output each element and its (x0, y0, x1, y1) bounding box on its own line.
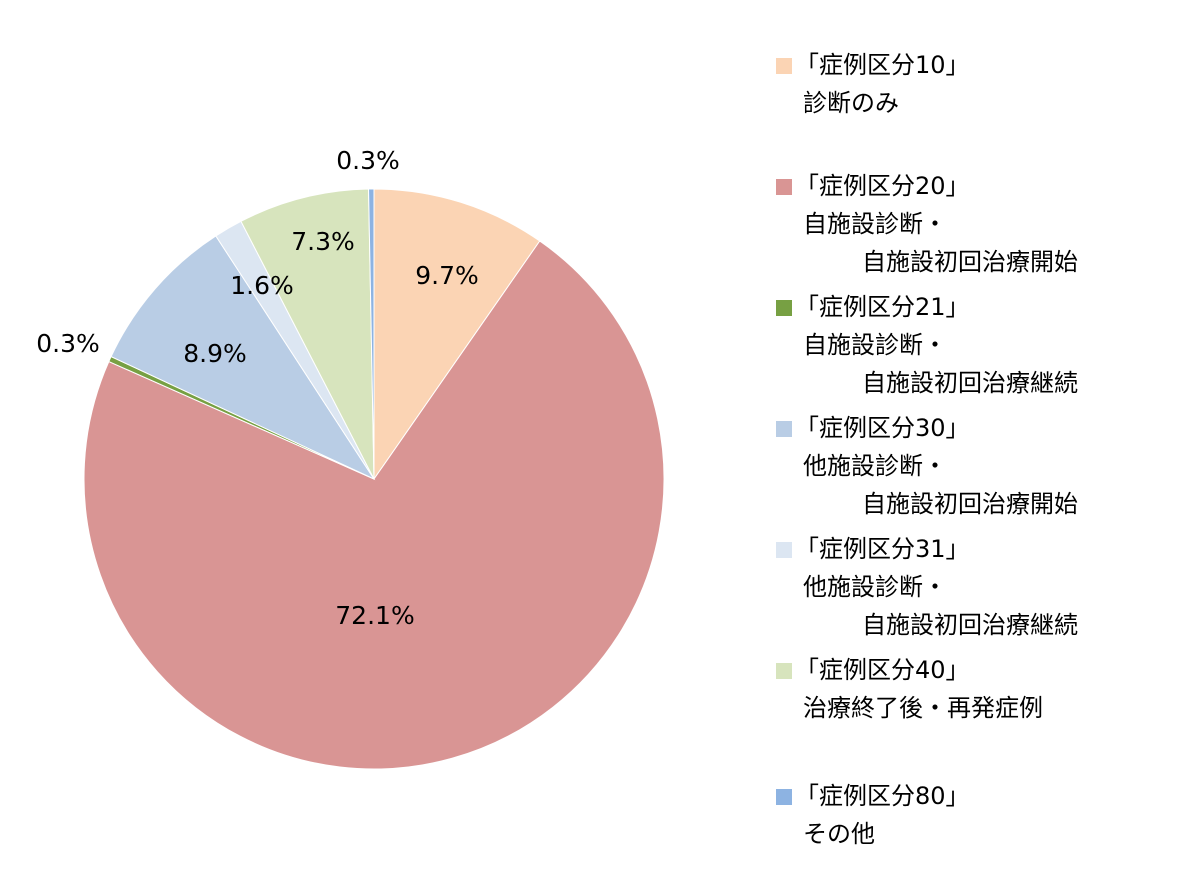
data-label: 8.9% (183, 339, 247, 368)
legend-swatch (776, 663, 792, 679)
legend-label: 自施設初回治療開始 (862, 248, 1078, 276)
legend-label: 「症例区分30」 (795, 414, 970, 442)
legend-label: 他施設診断・ (803, 452, 947, 480)
legend-label: 自施設診断・ (803, 210, 947, 238)
pie-slice (373, 188, 541, 481)
legend-swatch (776, 58, 792, 74)
legend-swatch (776, 789, 792, 805)
legend-label: 「症例区分21」 (795, 293, 970, 321)
data-label: 7.3% (291, 227, 355, 256)
pie-slice (110, 235, 376, 481)
legend-swatch (776, 542, 792, 558)
data-label: 9.7% (415, 261, 479, 290)
legend-label: 他施設診断・ (803, 573, 947, 601)
legend-label: 自施設初回治療継続 (862, 611, 1078, 639)
legend-swatch (776, 179, 792, 195)
legend-label: 自施設初回治療継続 (862, 369, 1078, 397)
legend-label: 自施設診断・ (803, 331, 947, 359)
data-label: 1.6% (230, 271, 294, 300)
legend-label: 治療終了後・再発症例 (803, 694, 1043, 722)
legend-swatch (776, 300, 792, 316)
pie-slice (368, 188, 375, 480)
pie-slice (83, 240, 665, 770)
legend-label: その他 (803, 820, 875, 848)
legend-label: 「症例区分10」 (795, 51, 970, 79)
pie-slice (240, 188, 375, 480)
legend-label: 「症例区分40」 (795, 656, 970, 684)
data-label: 72.1% (335, 601, 414, 630)
data-label: 0.3% (36, 329, 100, 358)
legend-label: 自施設初回治療開始 (862, 490, 1078, 518)
data-label: 0.3% (336, 146, 400, 175)
legend-label: 診断のみ (803, 89, 899, 117)
legend-label: 「症例区分20」 (795, 172, 970, 200)
legend-swatch (776, 421, 792, 437)
legend-label: 「症例区分31」 (795, 535, 970, 563)
legend-label: 「症例区分80」 (795, 782, 970, 810)
